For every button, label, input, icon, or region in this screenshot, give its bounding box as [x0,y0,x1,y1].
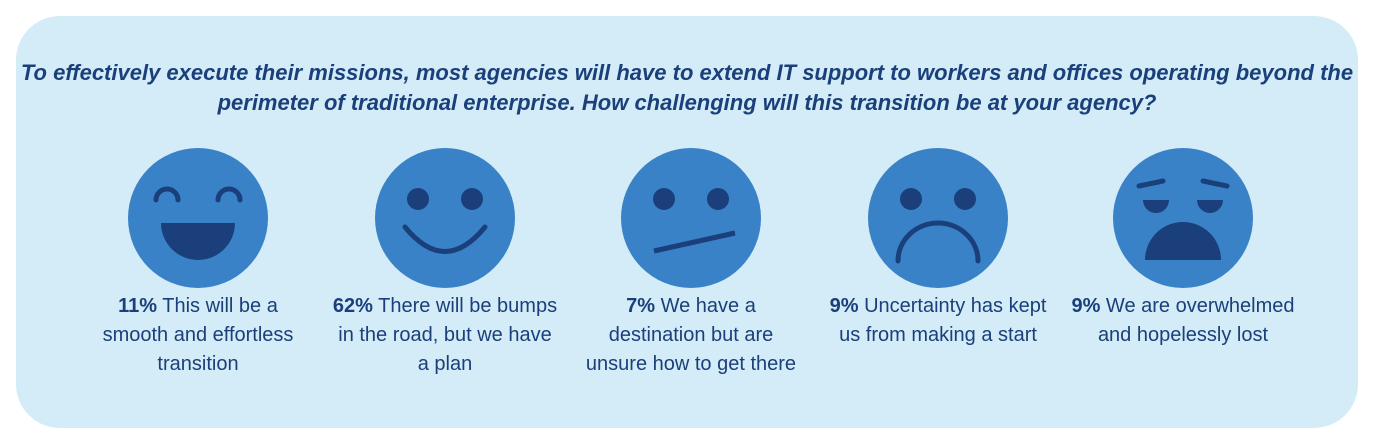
option-label: 11% This will be a smooth and effortless… [83,292,313,379]
survey-panel: To effectively execute their missions, m… [16,16,1358,428]
option-4: 9% Uncertainty has kept us from making a… [823,148,1053,350]
option-label: 7% We have a destination but are unsure … [576,292,806,379]
option-text: This will be a smooth and effortless tra… [102,295,294,375]
smiling-face-icon [375,148,515,288]
option-text: We have a destination but are unsure how… [585,295,797,375]
option-text: There will be bumps in the road, but we … [338,295,558,375]
option-label: 9% We are overwhelmed and hopelessly los… [1068,292,1298,350]
laughing-face-icon [128,148,268,288]
survey-question: To effectively execute their missions, m… [20,60,1354,115]
option-percent: 9% [829,295,859,317]
option-percent: 11% [118,295,158,317]
option-5: 9% We are overwhelmed and hopelessly los… [1068,148,1298,350]
option-2: 62% There will be bumps in the road, but… [330,148,560,379]
option-text: Uncertainty has kept us from making a st… [839,295,1047,346]
option-1: 11% This will be a smooth and effortless… [83,148,313,379]
frowning-face-icon [868,148,1008,288]
distressed-face-icon [1113,148,1253,288]
option-3: 7% We have a destination but are unsure … [576,148,806,379]
skeptical-face-icon [621,148,761,288]
option-percent: 7% [626,295,656,317]
option-percent: 9% [1071,295,1101,317]
option-percent: 62% [332,295,373,317]
option-label: 9% Uncertainty has kept us from making a… [823,292,1053,350]
option-text: We are overwhelmed and hopelessly lost [1097,295,1295,346]
option-label: 62% There will be bumps in the road, but… [330,292,560,379]
